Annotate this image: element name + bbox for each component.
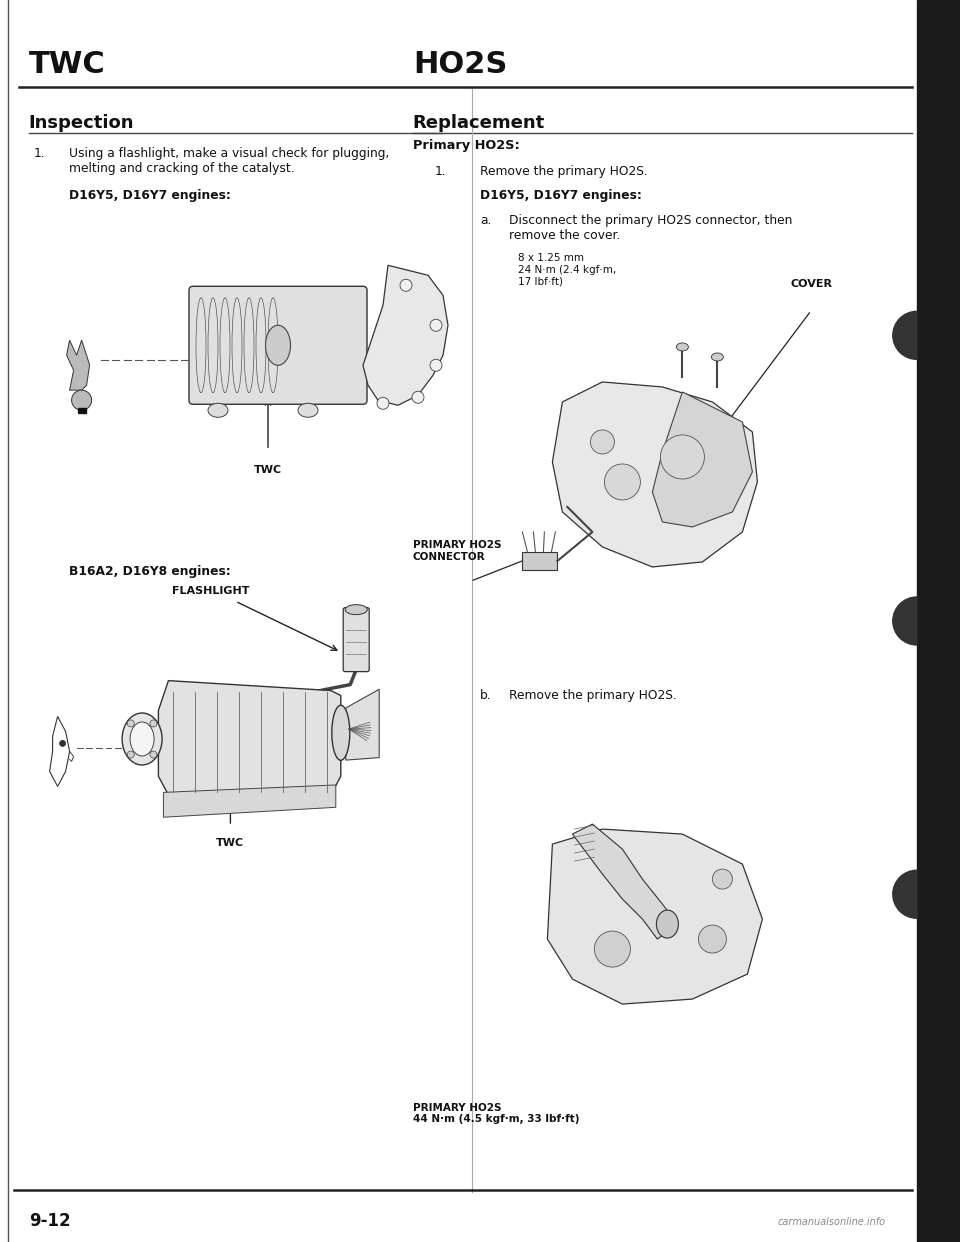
- Circle shape: [128, 751, 134, 758]
- Text: 1.: 1.: [435, 165, 446, 178]
- Polygon shape: [66, 340, 89, 390]
- Ellipse shape: [266, 325, 291, 365]
- Text: TWC: TWC: [216, 838, 245, 848]
- Circle shape: [590, 430, 614, 455]
- Text: HO2S: HO2S: [413, 50, 507, 79]
- Circle shape: [430, 319, 442, 332]
- Text: Remove the primary HO2S.: Remove the primary HO2S.: [509, 689, 677, 702]
- Ellipse shape: [298, 404, 318, 417]
- Text: Remove the primary HO2S.: Remove the primary HO2S.: [480, 165, 648, 178]
- Text: b.: b.: [480, 689, 492, 702]
- Ellipse shape: [677, 343, 688, 351]
- Circle shape: [150, 720, 156, 727]
- Polygon shape: [346, 689, 379, 760]
- Text: Primary HO2S:: Primary HO2S:: [413, 139, 519, 152]
- Circle shape: [150, 751, 156, 758]
- Polygon shape: [158, 681, 341, 795]
- Polygon shape: [547, 830, 762, 1004]
- Circle shape: [412, 391, 424, 404]
- Polygon shape: [163, 785, 336, 817]
- Circle shape: [698, 925, 727, 953]
- Wedge shape: [893, 597, 917, 645]
- Wedge shape: [893, 312, 917, 359]
- Circle shape: [72, 390, 91, 410]
- Circle shape: [128, 720, 134, 727]
- Text: TWC: TWC: [29, 50, 106, 79]
- Polygon shape: [572, 825, 678, 939]
- Text: a.: a.: [480, 214, 492, 226]
- Polygon shape: [363, 266, 448, 405]
- Polygon shape: [653, 392, 753, 527]
- Text: D16Y5, D16Y7 engines:: D16Y5, D16Y7 engines:: [69, 189, 231, 201]
- Ellipse shape: [208, 404, 228, 417]
- Bar: [78, 409, 85, 414]
- Text: Replacement: Replacement: [413, 114, 545, 132]
- Bar: [917, 0, 960, 1242]
- Circle shape: [605, 465, 640, 501]
- Circle shape: [660, 435, 705, 479]
- Ellipse shape: [122, 713, 162, 765]
- Text: TWC: TWC: [254, 466, 282, 476]
- Text: FLASHLIGHT: FLASHLIGHT: [173, 586, 250, 596]
- Ellipse shape: [711, 353, 724, 361]
- Wedge shape: [893, 871, 917, 918]
- Circle shape: [712, 869, 732, 889]
- Text: D16Y5, D16Y7 engines:: D16Y5, D16Y7 engines:: [480, 189, 642, 201]
- Text: Using a flashlight, make a visual check for plugging,
melting and cracking of th: Using a flashlight, make a visual check …: [69, 147, 390, 175]
- Text: PRIMARY HO2S
CONNECTOR: PRIMARY HO2S CONNECTOR: [413, 540, 501, 561]
- Text: 8 x 1.25 mm
24 N·m (2.4 kgf·m,
17 lbf·ft): 8 x 1.25 mm 24 N·m (2.4 kgf·m, 17 lbf·ft…: [518, 253, 616, 287]
- Bar: [522, 551, 558, 570]
- Circle shape: [594, 932, 631, 968]
- FancyBboxPatch shape: [344, 607, 370, 672]
- Text: 1.: 1.: [34, 147, 45, 159]
- Ellipse shape: [346, 605, 367, 615]
- Circle shape: [430, 359, 442, 371]
- Circle shape: [400, 279, 412, 292]
- Text: PRIMARY HO2S
44 N·m (4.5 kgf·m, 33 lbf·ft): PRIMARY HO2S 44 N·m (4.5 kgf·m, 33 lbf·f…: [413, 1103, 579, 1124]
- Circle shape: [377, 397, 389, 410]
- Text: B16A2, D16Y8 engines:: B16A2, D16Y8 engines:: [69, 565, 230, 578]
- Ellipse shape: [657, 910, 679, 938]
- Polygon shape: [552, 383, 757, 566]
- Text: 9-12: 9-12: [29, 1212, 70, 1230]
- FancyBboxPatch shape: [189, 286, 367, 405]
- Text: Inspection: Inspection: [29, 114, 134, 132]
- Circle shape: [60, 740, 65, 746]
- Text: COVER: COVER: [790, 279, 832, 289]
- Text: Disconnect the primary HO2S connector, then
remove the cover.: Disconnect the primary HO2S connector, t…: [509, 214, 792, 242]
- Text: carmanualsonline.info: carmanualsonline.info: [778, 1217, 886, 1227]
- Ellipse shape: [130, 722, 154, 756]
- Ellipse shape: [332, 705, 349, 760]
